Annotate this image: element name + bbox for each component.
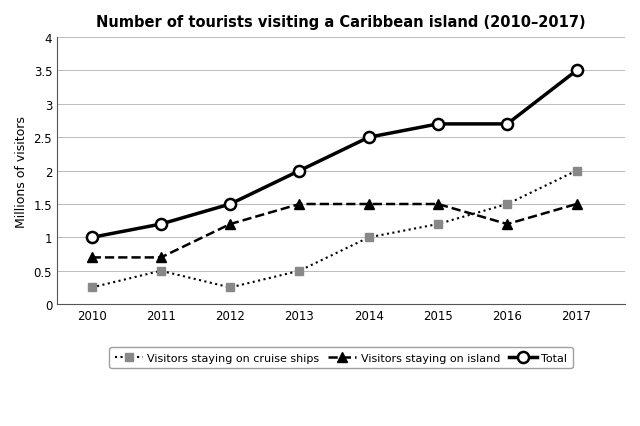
Y-axis label: Millions of visitors: Millions of visitors — [15, 115, 28, 227]
Title: Number of tourists visiting a Caribbean island (2010–2017): Number of tourists visiting a Caribbean … — [96, 15, 586, 30]
Legend: Visitors staying on cruise ships, Visitors staying on island, Total: Visitors staying on cruise ships, Visito… — [109, 347, 573, 368]
